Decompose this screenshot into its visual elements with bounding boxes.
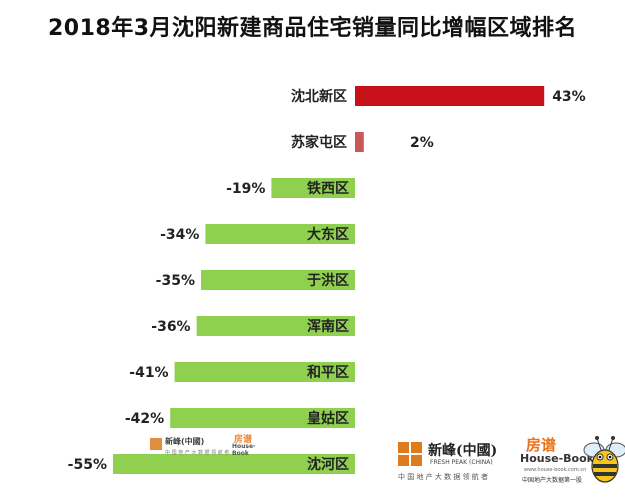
xinfeng-small-mark-icon bbox=[150, 438, 162, 450]
watermark-xinfeng-logo: 新峰(中國) 中 国 地 产 大 数 据 领 航 者 bbox=[150, 436, 230, 464]
category-label-于洪区: 于洪区 bbox=[307, 272, 349, 289]
chart-title: 2018年3月沈阳新建商品住宅销量同比增幅区域排名 bbox=[47, 16, 578, 41]
xinfeng-logo-en: FRESH PEAK (CHINA) bbox=[430, 459, 493, 466]
fangtu-logo-url: www.house-book.com.cn bbox=[524, 467, 587, 473]
value-label-于洪区: -35% bbox=[156, 273, 195, 289]
bar-浑南区 bbox=[196, 316, 355, 336]
bee-mascot-icon bbox=[583, 436, 625, 483]
watermark-xinfeng-name: 新峰(中國) bbox=[165, 437, 205, 446]
bar-铁西区 bbox=[271, 178, 355, 198]
bar-沈河区 bbox=[113, 454, 355, 474]
xinfeng-logo: 新峰(中國) FRESH PEAK (CHINA) 中 国 地 产 大 数 据 … bbox=[398, 438, 508, 486]
xinfeng-logo-name: 新峰(中國) bbox=[428, 443, 498, 459]
value-label-铁西区: -19% bbox=[226, 181, 265, 197]
value-label-浑南区: -36% bbox=[151, 319, 190, 335]
watermark-fangtu-brand: 房谱 bbox=[234, 435, 253, 445]
category-label-铁西区: 铁西区 bbox=[307, 180, 349, 197]
bar-沈北新区 bbox=[355, 86, 545, 106]
value-label-和平区: -41% bbox=[129, 365, 168, 381]
category-label-苏家屯区: 苏家屯区 bbox=[291, 134, 347, 151]
value-label-皇姑区: -42% bbox=[125, 411, 164, 427]
category-label-沈北新区: 沈北新区 bbox=[291, 88, 347, 105]
watermark-fangtu-logo: 房谱 House-Book bbox=[232, 432, 272, 462]
fangtu-logo-brand: 房谱 bbox=[526, 436, 557, 454]
bar-皇姑区 bbox=[170, 408, 355, 428]
watermark-fangtu-en: House-Book bbox=[232, 443, 256, 457]
xinfeng-logo-sub: 中 国 地 产 大 数 据 领 航 者 bbox=[398, 473, 489, 481]
bar-于洪区 bbox=[201, 270, 355, 290]
bar-大东区 bbox=[205, 224, 355, 244]
category-label-沈河区: 沈河区 bbox=[307, 456, 349, 473]
value-label-沈北新区: 43% bbox=[552, 89, 586, 105]
fangtu-logo-en: House-Book bbox=[520, 452, 594, 465]
value-label-大东区: -34% bbox=[160, 227, 199, 243]
category-label-大东区: 大东区 bbox=[307, 226, 349, 243]
category-label-和平区: 和平区 bbox=[307, 365, 349, 381]
xinfeng-logo-icon bbox=[398, 442, 422, 466]
watermark-xinfeng-sub: 中 国 地 产 大 数 据 领 航 者 bbox=[165, 450, 230, 456]
value-label-苏家屯区: 2% bbox=[410, 135, 434, 151]
bar-和平区 bbox=[174, 362, 355, 382]
value-label-沈河区: -55% bbox=[68, 457, 107, 473]
bar-苏家屯区 bbox=[355, 132, 364, 152]
category-label-浑南区: 浑南区 bbox=[307, 318, 349, 335]
fangtu-logo: 房谱 House-Book www.house-book.com.cn 中国地产… bbox=[520, 430, 625, 490]
fangtu-logo-tag: 中国地产大数据第一股 bbox=[522, 477, 583, 484]
category-label-皇姑区: 皇姑区 bbox=[307, 410, 349, 427]
